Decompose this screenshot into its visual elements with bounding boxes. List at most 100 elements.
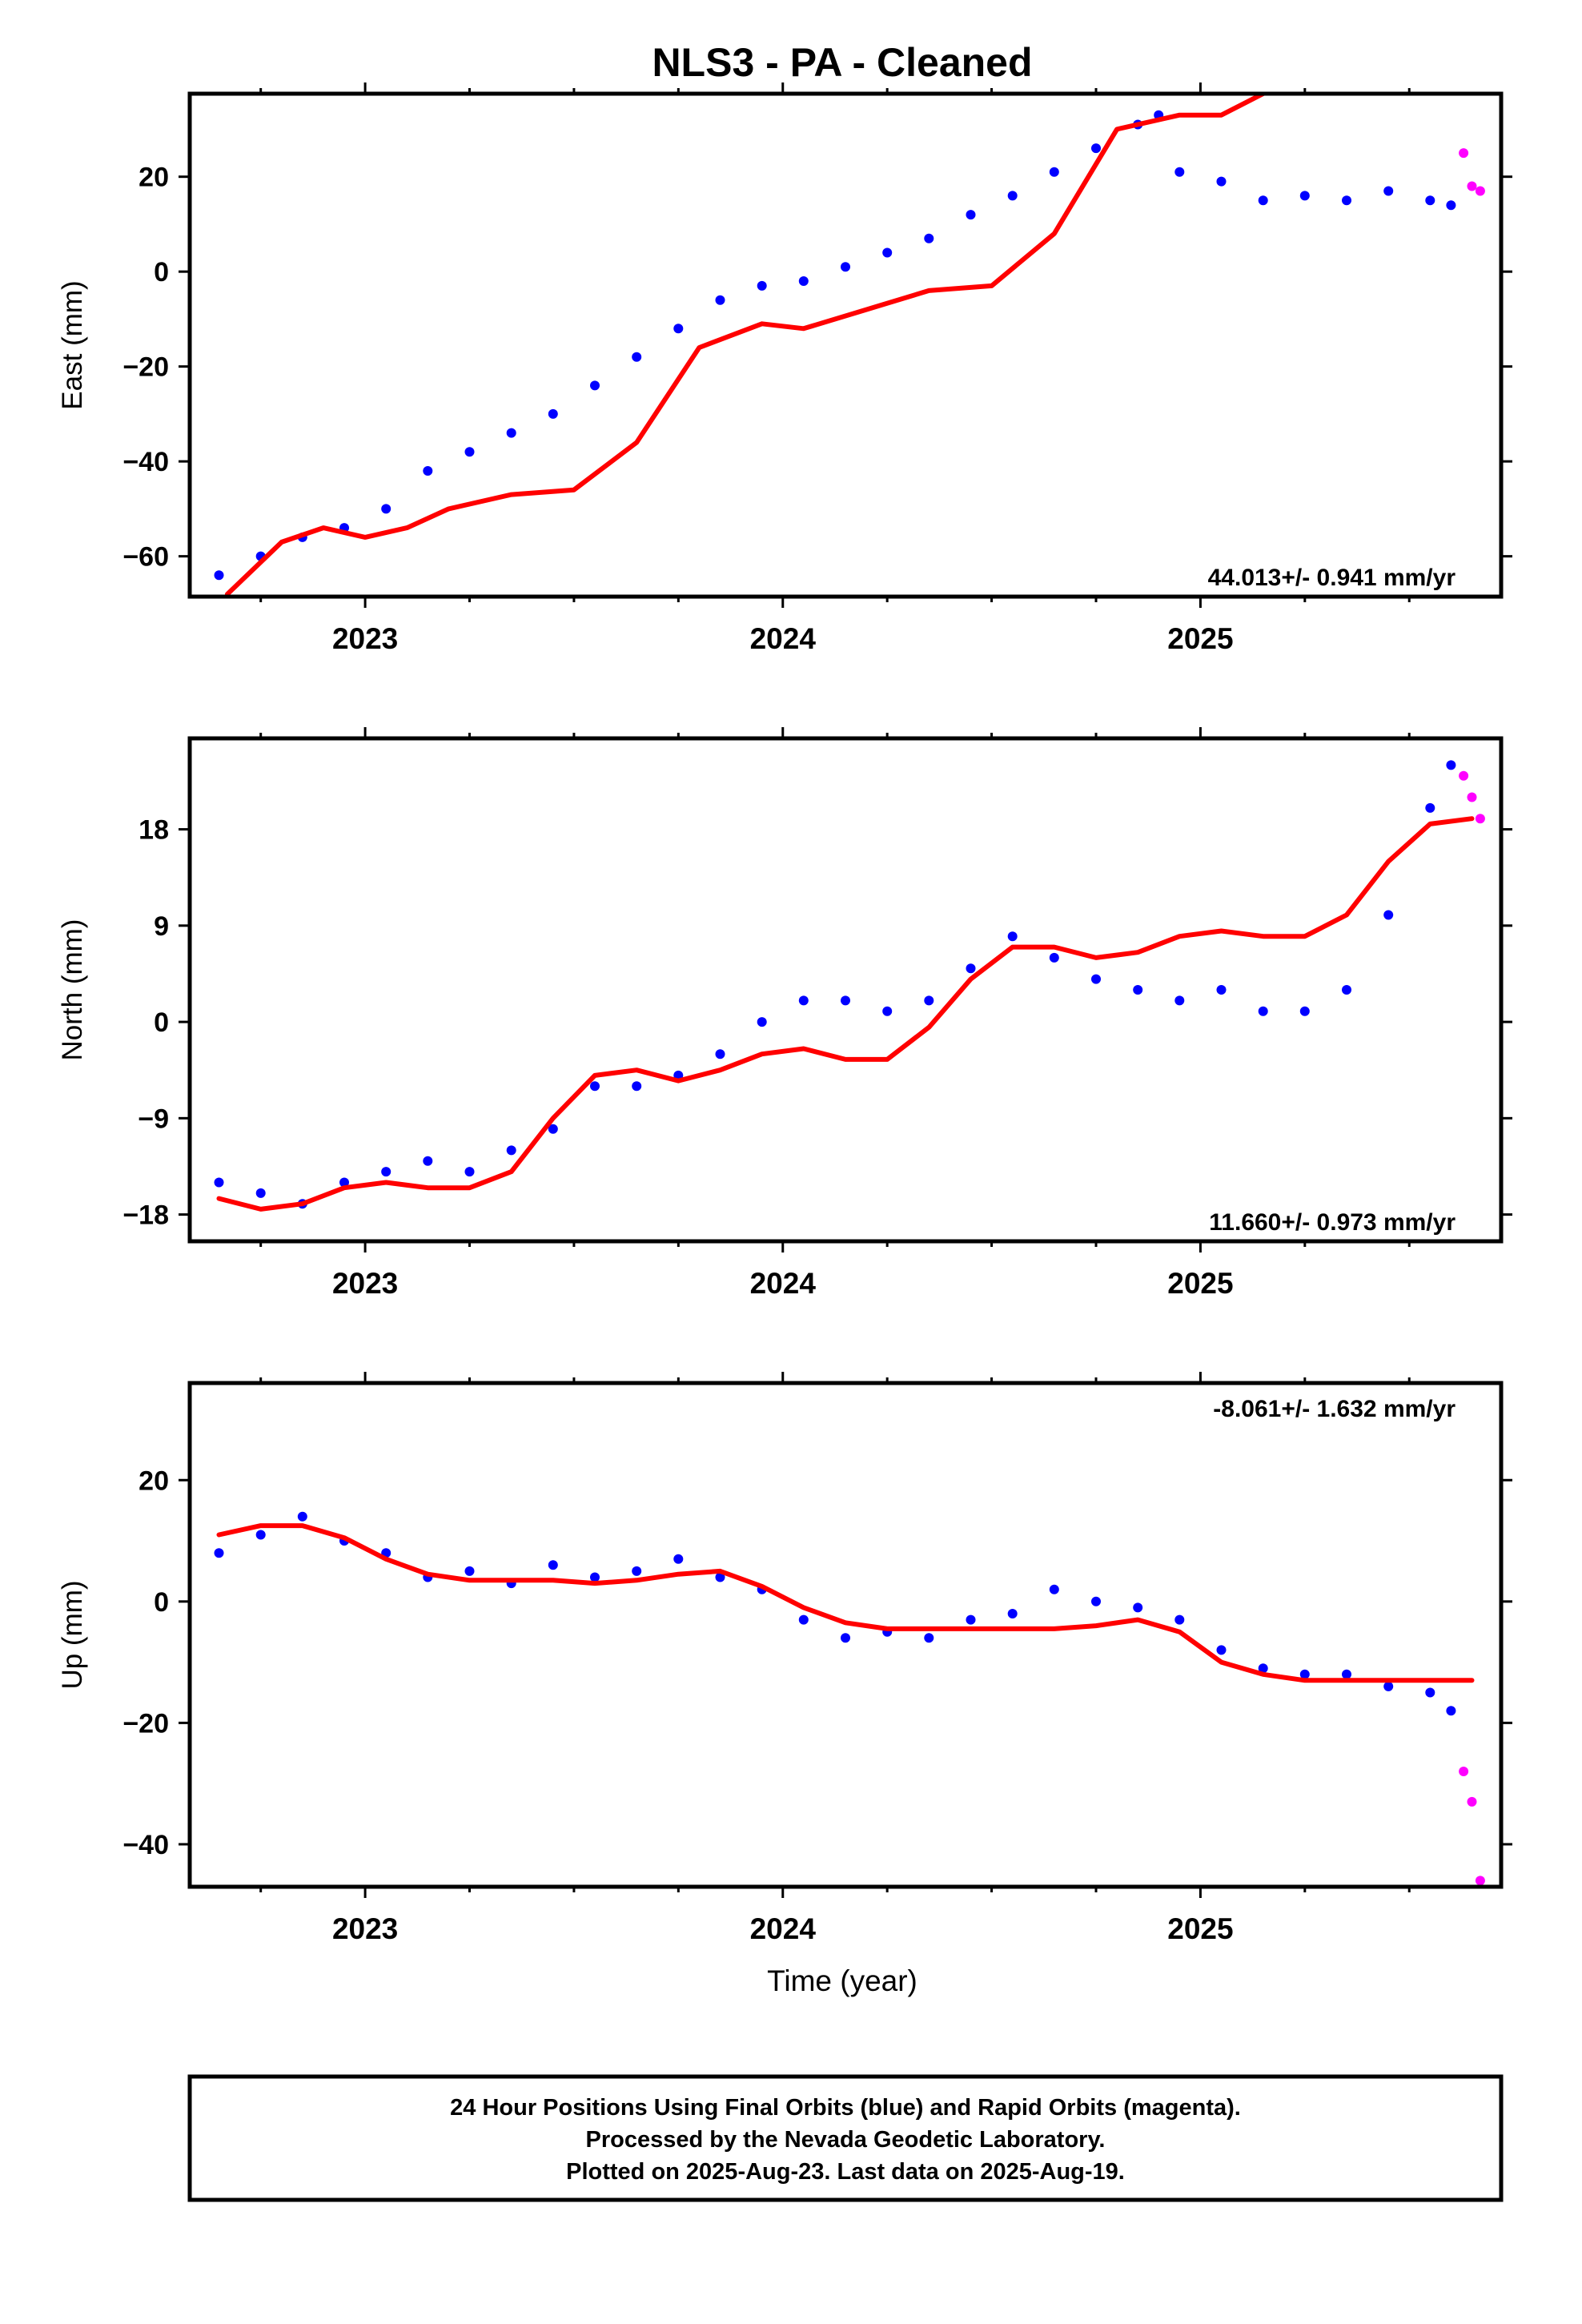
data-point — [1425, 195, 1435, 206]
caption-frame — [187, 2074, 1504, 2202]
data-point — [798, 995, 809, 1006]
data-point — [464, 1167, 475, 1177]
rapid-points — [1459, 1767, 1485, 1886]
y-tick-label: −20 — [122, 352, 169, 383]
data-point — [1258, 1663, 1268, 1674]
data-point — [214, 1548, 224, 1558]
data-point — [1174, 167, 1185, 177]
data-point — [966, 210, 976, 220]
data-point — [715, 1572, 725, 1582]
x-tick-label: 2025 — [1167, 1912, 1233, 1945]
panel-north: −18 −9 0 9 18 2023 2024 2025 North (mm) 11.660+/-… — [57, 727, 1512, 1300]
rapid-points — [1459, 770, 1485, 824]
data-point — [1459, 148, 1469, 159]
data-point — [632, 1566, 642, 1576]
data-point — [1216, 176, 1227, 187]
data-point — [214, 570, 224, 581]
data-point — [1467, 792, 1477, 802]
data-point — [1446, 760, 1456, 770]
plot-frame — [187, 736, 1504, 1244]
y-tick-label: 0 — [154, 1007, 169, 1038]
data-point — [1459, 770, 1469, 781]
x-tick-label: 2025 — [1167, 1267, 1233, 1300]
y-axis-label: Up (mm) — [57, 1580, 88, 1689]
data-point — [882, 247, 893, 258]
y-tick-label: 9 — [154, 911, 169, 942]
rate-label: -8.061+/- 1.632 mm/yr — [1213, 1396, 1456, 1422]
data-point — [297, 1511, 307, 1522]
data-point — [548, 1560, 558, 1570]
data-point — [1342, 195, 1351, 206]
x-tick-label: 2023 — [332, 1267, 398, 1300]
data-point — [1091, 1596, 1101, 1606]
plot-frame — [187, 91, 1504, 599]
data-point — [1007, 931, 1018, 942]
y-tick-label: 20 — [139, 1466, 169, 1496]
data-point — [1174, 995, 1185, 1006]
model-curve — [224, 94, 1266, 597]
y-axis-label: East (mm) — [57, 280, 88, 409]
plot-area — [214, 760, 1485, 1212]
model-curve — [216, 1523, 1475, 1683]
data-point — [1446, 1706, 1456, 1716]
data-point — [1049, 167, 1059, 177]
y-tick-label: −18 — [122, 1200, 169, 1231]
data-point — [798, 1614, 809, 1625]
y-tick-label: −40 — [122, 447, 169, 477]
data-point — [882, 1006, 893, 1016]
data-point — [673, 324, 684, 334]
data-point — [1091, 974, 1101, 984]
data-point — [1258, 1006, 1268, 1016]
y-tick-label: 20 — [139, 163, 169, 193]
data-point — [632, 352, 642, 362]
panel-up: −40 −20 0 20 2023 2024 2025 Up (mm) -8.061+/- 1.… — [57, 1372, 1512, 1945]
data-point — [1342, 1669, 1351, 1679]
data-point — [1446, 200, 1456, 211]
y-tick-label: −20 — [122, 1708, 169, 1739]
x-tick-label: 2024 — [750, 1267, 817, 1300]
data-point — [1049, 1584, 1059, 1594]
model-curve — [216, 816, 1475, 1212]
data-point — [1467, 1796, 1477, 1807]
rapid-points — [1459, 148, 1485, 196]
data-point — [715, 295, 725, 305]
data-point — [423, 1156, 433, 1166]
data-point — [590, 380, 600, 391]
data-point — [757, 1017, 767, 1027]
chart-title: NLS3 - PA - Cleaned — [652, 40, 1032, 85]
y-tick-label: 18 — [139, 815, 169, 846]
x-axis-label: Time (year) — [767, 1964, 917, 1997]
caption-line-2: Processed by the Nevada Geodetic Laborat… — [586, 2127, 1106, 2153]
data-point — [966, 963, 976, 974]
y-tick-label: −9 — [138, 1104, 169, 1134]
data-point — [841, 1633, 850, 1643]
data-point — [1216, 1645, 1227, 1655]
data-point — [506, 1145, 516, 1156]
caption-line-3: Plotted on 2025-Aug-23. Last data on 202… — [566, 2159, 1125, 2185]
data-point — [506, 428, 516, 438]
data-point — [841, 995, 850, 1006]
data-point — [1383, 186, 1394, 196]
data-point — [381, 1167, 391, 1177]
data-point — [255, 1530, 266, 1540]
plot-frame — [187, 1381, 1504, 1889]
data-point — [590, 1572, 600, 1582]
data-point — [1258, 195, 1268, 206]
data-point — [548, 1124, 558, 1134]
data-point — [1467, 181, 1477, 191]
data-point — [1383, 910, 1394, 920]
data-point — [1342, 985, 1351, 995]
data-point — [1299, 191, 1310, 201]
data-point — [1425, 1687, 1435, 1698]
data-point — [548, 408, 558, 419]
rate-label: 44.013+/- 0.941 mm/yr — [1208, 565, 1456, 591]
data-point — [255, 1188, 266, 1198]
data-point — [715, 1049, 725, 1059]
data-point — [1091, 143, 1101, 154]
panels: −60 −40 −20 0 20 2023 2024 2025 East (mm) 44.013+… — [57, 82, 1512, 1945]
data-point — [1383, 1681, 1394, 1691]
data-point — [966, 1614, 976, 1625]
y-tick-label: −40 — [122, 1830, 169, 1860]
caption-line-1: 24 Hour Positions Using Final Orbits (bl… — [450, 2095, 1241, 2121]
data-point — [1475, 1876, 1485, 1886]
